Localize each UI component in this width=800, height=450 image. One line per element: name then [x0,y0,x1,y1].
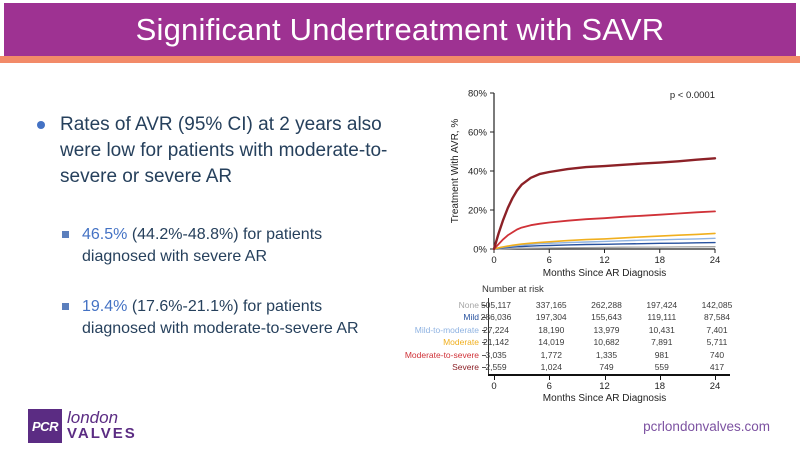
risk-table-axis [488,298,489,374]
risk-value: 87,584 [704,312,730,323]
svg-text:p < 0.0001: p < 0.0001 [670,90,715,101]
risk-value: 5,711 [706,337,728,348]
risk-value: 2,559 [485,362,507,372]
risk-value: 13,979 [593,324,620,335]
risk-value: 155,643 [591,312,622,323]
main-bullet: Rates of AVR (95% CI) at 2 years also we… [36,112,390,190]
svg-text:0: 0 [491,255,496,266]
risk-value: 197,304 [535,312,567,323]
sub-bullet-moderate-to-severe-text: 19.4% (17.6%-21.1%) for patients diagnos… [82,296,392,340]
title-banner: Significant Undertreatment with SAVR [4,3,796,56]
main-bullet-text: Rates of AVR (95% CI) at 2 years also we… [60,114,388,187]
website-link[interactable]: pcrlondonvalves.com [643,419,770,434]
risk-row-label: Moderate-to-severe [404,349,479,360]
risk-value: 14,019 [538,337,565,348]
number-at-risk-heading: Number at risk [482,284,544,295]
svg-text:24: 24 [710,255,721,266]
risk-row-tick [482,329,486,331]
svg-text:0%: 0% [473,245,487,256]
bullet-square-icon [62,231,69,238]
mod-severe-rate-value: 19.4% [82,298,128,315]
risk-row-tick [482,354,486,356]
risk-axis-tickmark [715,376,716,380]
risk-axis-tickmark [494,376,495,380]
mod-severe-rate-detail: (17.6%-21.1%) for patients diagnosed wit… [82,298,359,337]
logo-london: london [67,408,119,427]
risk-row-tick [482,305,486,306]
risk-value: 286,036 [480,312,512,323]
svg-text:Treatment With AVR, %: Treatment With AVR, % [450,119,461,224]
slide-title: Significant Undertreatment with SAVR [135,11,665,47]
severe-rate-value: 46.5% [82,226,128,243]
risk-value: 1,024 [540,362,562,372]
risk-row-tick [482,317,486,319]
risk-value: 119,111 [647,312,677,323]
risk-value: 1,335 [595,349,618,360]
risk-value: 18,190 [538,324,565,335]
risk-value: 417 [709,362,725,372]
risk-axis-tick: 24 [709,381,721,392]
risk-axis-tickmark [604,376,606,380]
risk-value: 262,288 [591,300,622,310]
risk-value: 740 [709,349,725,360]
risk-row-tick [482,367,486,368]
risk-axis-tickmark [549,376,551,380]
risk-axis-tickmark [659,376,661,380]
pcr-logo-text: PCR [32,418,58,434]
risk-row-label: Mild [463,312,479,323]
number-at-risk-table: Number at risk None 505,117 337,165 262,288 1… [400,282,770,410]
risk-value: 7,401 [706,324,728,335]
risk-row-label: Severe [452,362,479,372]
risk-value: 981 [654,349,669,360]
logo-valves: VALVES [67,425,137,442]
sub-bullet-severe-text: 46.5% (44.2%-48.8%) for patients diagnos… [82,224,392,268]
svg-text:18: 18 [654,255,665,266]
avr-incidence-chart: 0% 20% 40% 60% 80% 0 6 12 18 24 Months Since AR Di… [450,89,721,280]
pcr-london-valves-logo: PCR london VALVES [28,409,137,443]
bullet-square-icon [62,303,69,310]
svg-text:20%: 20% [468,206,488,217]
risk-axis-tick: 6 [546,381,552,392]
risk-axis-label: Months Since AR Diagnosis [542,393,667,404]
risk-row-tick [482,342,486,344]
risk-value: 337,165 [535,300,567,310]
svg-text:80%: 80% [468,89,488,100]
svg-text:6: 6 [547,255,552,266]
risk-value: 27,224 [483,324,509,335]
risk-value: 1,772 [540,349,562,360]
svg-text:12: 12 [599,255,610,266]
sub-bullet-moderate-to-severe: 19.4% (17.6%-21.1%) for patients diagnos… [62,296,392,340]
risk-value: 197,424 [646,300,678,310]
risk-value: 3,035 [485,349,507,360]
risk-value: 10,431 [648,324,675,335]
risk-table-baseline [488,374,730,376]
risk-value: 559 [654,362,669,372]
risk-value: 142,085 [701,300,733,310]
svg-text:60%: 60% [468,128,488,139]
risk-value: 10,682 [593,337,620,348]
risk-row-label: Moderate [443,337,479,348]
risk-axis-tick: 12 [599,381,610,392]
svg-text:40%: 40% [468,167,488,178]
risk-value: 749 [599,362,614,372]
risk-row-label: Mild-to-moderate [414,324,479,335]
severe-rate-detail: (44.2%-48.8%) for patients diagnosed wit… [82,226,323,265]
risk-axis-tick: 18 [654,381,666,392]
logo-wordmark: london VALVES [67,408,137,442]
chart-panel: 0% 20% 40% 60% 80% 0 6 12 18 24 Months Since AR Di… [400,82,770,412]
sub-bullet-severe: 46.5% (44.2%-48.8%) for patients diagnos… [62,224,392,268]
risk-axis-tick: 0 [491,381,497,392]
bullet-dot-icon [37,121,45,129]
risk-row-label: None [458,300,479,310]
risk-value: 7,891 [651,337,673,348]
header-accent-stripe [0,56,800,63]
svg-text:Months Since AR Diagnosis: Months Since AR Diagnosis [543,268,666,279]
risk-value: 505,117 [480,300,512,310]
risk-value: 21,142 [483,337,509,348]
pcr-logo-icon: PCR [28,409,62,443]
